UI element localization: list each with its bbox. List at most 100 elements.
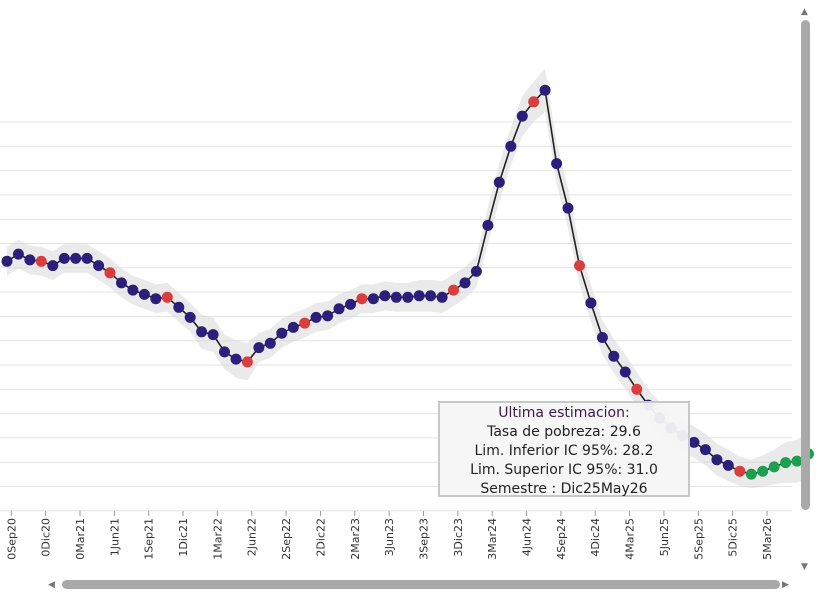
data-point[interactable] <box>596 332 608 343</box>
data-point[interactable] <box>722 459 734 471</box>
data-point[interactable] <box>699 444 711 456</box>
x-tick-label: 2Sep22 <box>280 518 293 560</box>
data-point[interactable] <box>711 454 723 466</box>
data-point[interactable] <box>356 293 368 305</box>
scroll-left-arrow-icon[interactable]: ◀ <box>48 580 55 590</box>
data-point[interactable] <box>93 260 105 272</box>
data-point[interactable] <box>161 291 173 303</box>
x-tick-label: 2Mar23 <box>349 518 362 560</box>
data-point[interactable] <box>138 288 150 300</box>
data-point[interactable] <box>745 468 757 480</box>
data-point[interactable] <box>390 291 402 303</box>
x-tick-label: 3Mar24 <box>486 518 499 560</box>
x-tick-label: 0Dic20 <box>40 518 53 557</box>
data-point[interactable] <box>184 311 196 323</box>
tooltip-title: Ultima estimacion: <box>498 405 630 421</box>
data-point[interactable] <box>310 311 322 323</box>
x-tick-label: 4Sep24 <box>555 518 568 560</box>
data-point[interactable] <box>127 284 139 296</box>
data-point[interactable] <box>436 291 448 303</box>
data-point[interactable] <box>505 140 517 152</box>
data-point[interactable] <box>70 252 82 264</box>
data-point[interactable] <box>173 301 185 313</box>
data-point[interactable] <box>413 290 425 302</box>
scroll-up-arrow-icon[interactable]: ▲ <box>801 7 808 17</box>
horizontal-scrollbar[interactable] <box>62 580 780 589</box>
x-tick-label: 5Dic25 <box>727 518 740 557</box>
data-point[interactable] <box>619 366 631 378</box>
data-point[interactable] <box>322 310 334 322</box>
data-point[interactable] <box>768 461 780 473</box>
x-tick-label: 0Mar21 <box>74 518 87 560</box>
data-point[interactable] <box>230 353 242 365</box>
data-point[interactable] <box>333 303 345 315</box>
data-point[interactable] <box>459 277 471 289</box>
x-tick-label: 5Jun25 <box>658 518 671 556</box>
data-point[interactable] <box>608 350 620 362</box>
data-point[interactable] <box>253 342 265 354</box>
data-point[interactable] <box>448 284 459 296</box>
data-point[interactable] <box>299 317 311 329</box>
data-point[interactable] <box>482 219 494 231</box>
x-tick-label: 5Mar26 <box>761 518 774 560</box>
x-tick-label: 1Sep21 <box>143 518 156 560</box>
latest-estimate-tooltip: Ultima estimacion: Tasa de pobreza: 29.6… <box>438 401 690 497</box>
data-point[interactable] <box>24 254 36 266</box>
data-point[interactable] <box>379 290 391 302</box>
data-point[interactable] <box>276 327 288 339</box>
x-tick-label: 0Sep20 <box>5 518 18 560</box>
data-point[interactable] <box>402 291 414 303</box>
x-tick-label: 3Sep23 <box>417 518 430 560</box>
scroll-right-arrow-icon[interactable]: ▶ <box>782 580 789 590</box>
x-tick-label: 1Mar22 <box>211 518 224 560</box>
data-point[interactable] <box>757 465 769 477</box>
x-tick-label: 3Jun23 <box>383 518 396 556</box>
data-point[interactable] <box>493 176 505 188</box>
data-point[interactable] <box>562 202 574 214</box>
data-point[interactable] <box>241 356 253 368</box>
data-point[interactable] <box>264 337 276 349</box>
x-tick-label: 1Dic21 <box>177 518 190 557</box>
data-point[interactable] <box>207 329 219 341</box>
data-point[interactable] <box>1 255 13 267</box>
data-point[interactable] <box>104 267 116 279</box>
data-point[interactable] <box>219 346 230 358</box>
data-point[interactable] <box>528 96 540 108</box>
data-point[interactable] <box>116 277 127 289</box>
data-point[interactable] <box>539 84 551 96</box>
scroll-down-arrow-icon[interactable]: ▼ <box>801 562 808 572</box>
x-tick-label: 4Jun24 <box>521 518 534 556</box>
data-point[interactable] <box>58 252 70 264</box>
data-point[interactable] <box>734 465 746 477</box>
data-point[interactable] <box>287 321 299 333</box>
data-points <box>1 84 814 480</box>
data-point[interactable] <box>585 297 597 309</box>
data-point[interactable] <box>791 455 803 467</box>
data-point[interactable] <box>35 255 47 267</box>
data-point[interactable] <box>425 290 437 302</box>
x-tick-label: 3Dic23 <box>452 518 465 557</box>
data-point[interactable] <box>516 110 528 122</box>
data-point[interactable] <box>551 158 563 170</box>
data-point[interactable] <box>574 260 585 272</box>
data-point[interactable] <box>196 326 208 338</box>
tooltip-upper-bound: Lim. Superior IC 95%: 31.0 <box>470 462 658 478</box>
data-point[interactable] <box>780 457 792 469</box>
data-point[interactable] <box>81 252 93 264</box>
data-point[interactable] <box>631 383 643 395</box>
data-point[interactable] <box>470 265 482 277</box>
vertical-scrollbar[interactable] <box>801 20 810 510</box>
x-axis-ticks: 0Sep20 0Dic20 0Mar21 1Jun21 1Sep21 1Dic21 1Mar… <box>5 511 774 560</box>
data-point[interactable] <box>367 293 379 305</box>
data-point[interactable] <box>47 260 59 272</box>
tooltip-lower-bound: Lim. Inferior IC 95%: 28.2 <box>474 443 654 459</box>
x-tick-label: 5Sep25 <box>692 518 705 560</box>
data-point[interactable] <box>150 293 162 305</box>
data-point[interactable] <box>688 436 700 448</box>
data-point[interactable] <box>12 248 24 260</box>
x-tick-label: 4Dic24 <box>589 518 602 557</box>
tooltip-rate: Tasa de pobreza: 29.6 <box>487 424 641 440</box>
x-tick-label: 1Jun21 <box>108 518 121 556</box>
data-point[interactable] <box>345 298 356 310</box>
x-tick-label: 2Dic22 <box>314 518 327 557</box>
